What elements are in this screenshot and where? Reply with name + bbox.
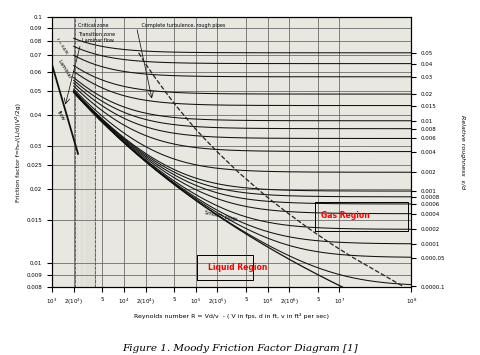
Text: Smooth pipes: Smooth pipes <box>204 211 238 222</box>
Text: f = 64/R: f = 64/R <box>55 37 68 55</box>
Text: flow: flow <box>56 110 66 121</box>
X-axis label: Reynolds number R = Vd/v  - ( V in fps, d in ft, v in ft² per sec): Reynolds number R = Vd/v - ( V in fps, d… <box>134 313 329 319</box>
Text: Laminar flow: Laminar flow <box>82 38 114 43</box>
Text: Critical zone: Critical zone <box>78 23 108 28</box>
Text: Complete turbulence, rough pipes: Complete turbulence, rough pipes <box>136 23 225 28</box>
Text: Figure 1. Moody Friction Factor Diagram [1]: Figure 1. Moody Friction Factor Diagram … <box>122 344 358 354</box>
Text: Gas Region: Gas Region <box>321 211 370 220</box>
Text: Transition zone: Transition zone <box>78 32 115 37</box>
Y-axis label: Relative roughness  ε/d: Relative roughness ε/d <box>460 115 465 189</box>
Y-axis label: Friction factor f=hₘ/(L/d)(V²/2g): Friction factor f=hₘ/(L/d)(V²/2g) <box>15 103 21 202</box>
Text: Laminar: Laminar <box>56 59 72 80</box>
Text: Liquid Region: Liquid Region <box>208 263 268 272</box>
